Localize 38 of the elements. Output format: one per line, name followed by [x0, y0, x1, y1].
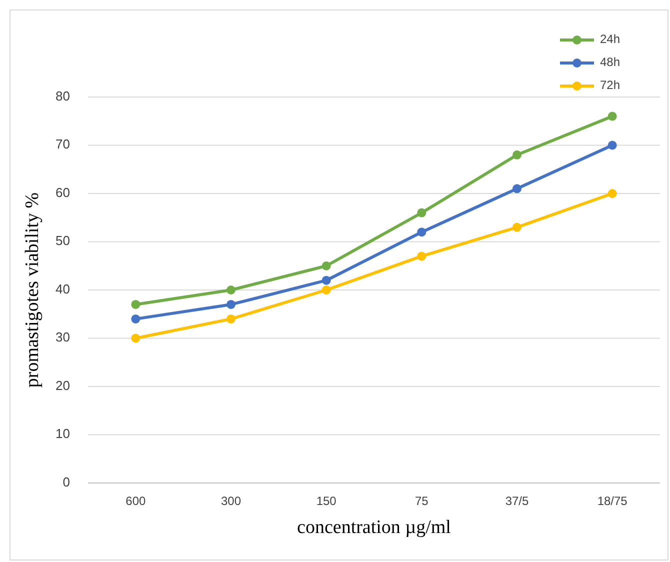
x-tick-label: 18/75 — [597, 494, 628, 508]
y-tick-label: 20 — [56, 378, 70, 393]
point — [226, 286, 236, 294]
point — [417, 228, 426, 237]
point — [608, 189, 617, 198]
point — [512, 184, 522, 194]
y-tick-label: 80 — [56, 88, 70, 104]
x-tick-label: 300 — [220, 494, 242, 508]
point — [417, 208, 426, 218]
y-tick-label: 0 — [62, 474, 70, 490]
y-tick-label: 30 — [56, 330, 70, 345]
point — [512, 150, 522, 160]
legend-label: 24h — [600, 32, 620, 46]
legend-label: 72h — [600, 78, 620, 92]
legend-label: 48h — [600, 55, 620, 70]
point — [226, 300, 236, 309]
point — [131, 300, 140, 309]
y-tick-label: 40 — [56, 281, 70, 296]
point — [131, 314, 140, 324]
point — [322, 261, 331, 270]
y-tick-label: 10 — [56, 426, 70, 442]
point — [226, 314, 236, 324]
x-axis-title: concentration µg/ml — [297, 517, 451, 538]
point — [512, 222, 522, 232]
point — [131, 334, 140, 343]
x-tick-label: 37/5 — [505, 494, 529, 508]
point — [608, 112, 617, 121]
y-tick-label: 50 — [56, 233, 70, 248]
point — [322, 286, 331, 294]
point — [322, 276, 331, 285]
x-tick-label: 150 — [316, 494, 337, 508]
y-axis-title: promastigotes viability % — [22, 192, 43, 388]
point — [608, 140, 617, 150]
point — [417, 252, 426, 261]
x-tick-label: 600 — [126, 494, 146, 508]
y-tick-label: 70 — [56, 136, 70, 152]
y-tick-label: 60 — [56, 184, 70, 200]
x-tick-label: 75 — [414, 494, 429, 508]
